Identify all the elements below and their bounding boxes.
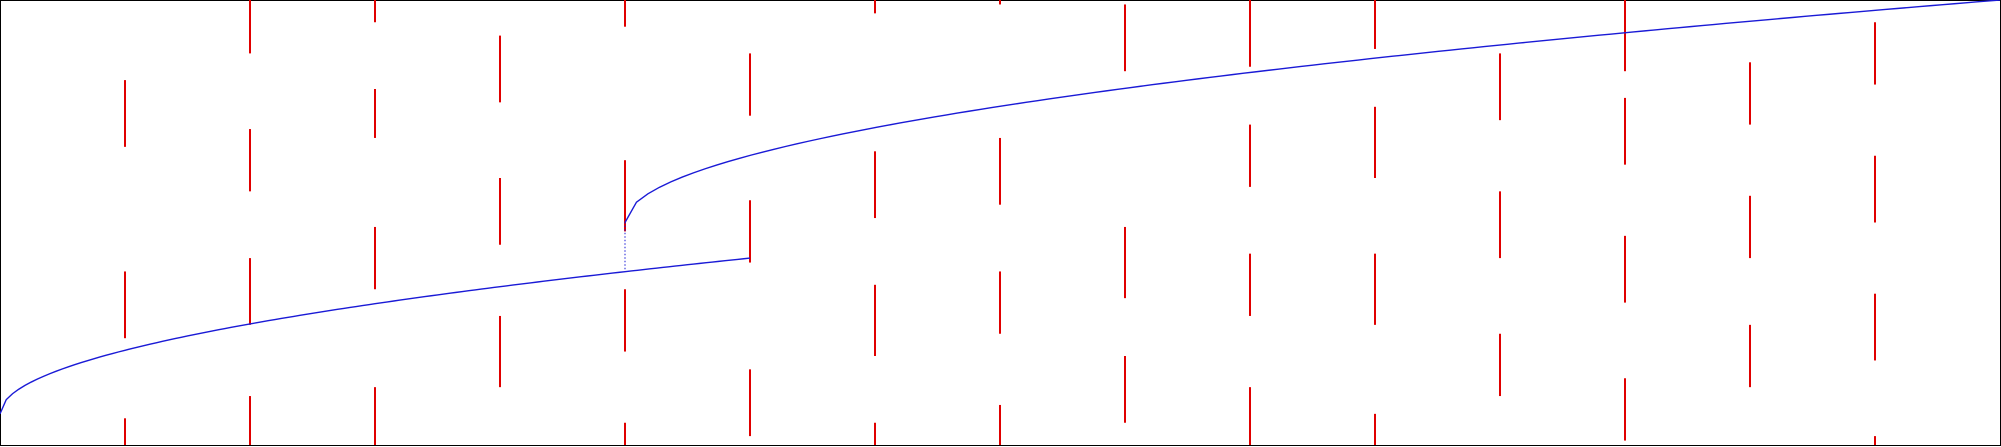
red-segment-layer: [124, 0, 1876, 445]
blue-curve-layer: [0, 0, 2001, 415]
blue-curve-1: [0, 257, 751, 415]
blue-curve-2: [624, 0, 2001, 223]
